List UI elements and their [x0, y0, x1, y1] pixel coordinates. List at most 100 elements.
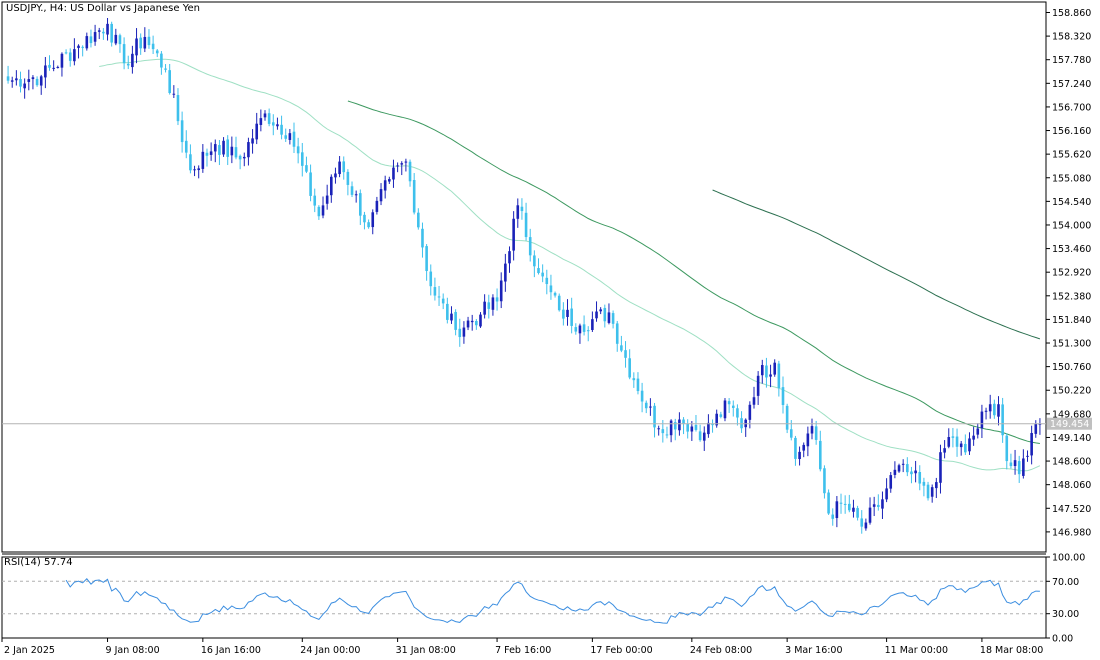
candle-body[interactable]	[781, 387, 785, 406]
candle-body[interactable]	[371, 212, 375, 228]
candle-body[interactable]	[748, 404, 752, 420]
candle-body[interactable]	[731, 405, 735, 408]
candle-body[interactable]	[433, 287, 437, 296]
candle-body[interactable]	[947, 437, 951, 447]
candle-body[interactable]	[939, 452, 942, 483]
candle-body[interactable]	[68, 52, 72, 61]
candle-body[interactable]	[591, 319, 594, 330]
candle-body[interactable]	[1038, 423, 1042, 425]
candle-body[interactable]	[15, 78, 18, 81]
candle-body[interactable]	[885, 488, 888, 500]
candle-body[interactable]	[458, 328, 462, 338]
candle-body[interactable]	[276, 124, 279, 127]
candle-body[interactable]	[466, 320, 470, 328]
candle-body[interactable]	[553, 292, 557, 296]
candle-body[interactable]	[901, 463, 905, 465]
candle-body[interactable]	[943, 448, 946, 453]
candle-body[interactable]	[541, 272, 544, 277]
candle-body[interactable]	[512, 218, 515, 251]
candle-body[interactable]	[44, 65, 47, 78]
candle-body[interactable]	[346, 171, 350, 185]
candle-body[interactable]	[39, 76, 43, 86]
candle-body[interactable]	[429, 271, 433, 287]
candle-body[interactable]	[10, 80, 14, 82]
candle-body[interactable]	[760, 365, 764, 376]
candle-body[interactable]	[184, 140, 188, 153]
candle-body[interactable]	[582, 324, 586, 332]
candle-body[interactable]	[872, 504, 876, 507]
candle-body[interactable]	[242, 156, 246, 159]
candle-body[interactable]	[131, 53, 134, 68]
candle-body[interactable]	[85, 36, 89, 49]
candle-body[interactable]	[164, 68, 167, 70]
candle-body[interactable]	[205, 152, 209, 156]
candle-body[interactable]	[644, 402, 648, 409]
candle-body[interactable]	[914, 470, 917, 474]
candle-body[interactable]	[835, 501, 839, 519]
candle-body[interactable]	[180, 120, 184, 143]
candle-body[interactable]	[354, 194, 358, 196]
candle-body[interactable]	[852, 507, 855, 512]
candle-body[interactable]	[1026, 455, 1029, 457]
candle-body[interactable]	[574, 327, 578, 332]
candle-body[interactable]	[197, 168, 200, 171]
candle-body[interactable]	[267, 113, 271, 124]
candle-body[interactable]	[126, 63, 130, 66]
candle-body[interactable]	[19, 79, 22, 87]
candle-body[interactable]	[918, 472, 922, 484]
candle-body[interactable]	[396, 165, 399, 167]
candle-body[interactable]	[516, 205, 520, 219]
candle-body[interactable]	[31, 77, 35, 80]
candle-body[interactable]	[566, 309, 569, 317]
candle-body[interactable]	[226, 139, 230, 157]
candle-body[interactable]	[810, 426, 814, 434]
candle-body[interactable]	[271, 122, 275, 126]
candle-body[interactable]	[342, 161, 346, 173]
candle-body[interactable]	[77, 45, 80, 48]
candle-body[interactable]	[528, 237, 532, 256]
candle-body[interactable]	[806, 433, 810, 447]
candle-body[interactable]	[636, 378, 640, 392]
candle-body[interactable]	[802, 444, 806, 451]
candle-body[interactable]	[446, 303, 449, 320]
candle-body[interactable]	[255, 123, 259, 140]
candle-body[interactable]	[1034, 423, 1038, 434]
candle-body[interactable]	[160, 53, 163, 68]
candle-body[interactable]	[48, 64, 51, 68]
candle-body[interactable]	[926, 484, 930, 499]
candle-body[interactable]	[765, 365, 768, 378]
candle-body[interactable]	[437, 296, 441, 298]
candle-body[interactable]	[317, 206, 321, 217]
candle-body[interactable]	[392, 167, 395, 180]
candle-body[interactable]	[533, 255, 536, 267]
candle-body[interactable]	[470, 320, 474, 323]
candle-body[interactable]	[723, 400, 727, 419]
candle-body[interactable]	[611, 313, 615, 324]
candle-body[interactable]	[1009, 462, 1013, 467]
candlesticks[interactable]	[6, 17, 1042, 534]
candle-body[interactable]	[338, 161, 341, 175]
candle-body[interactable]	[607, 312, 611, 323]
candle-body[interactable]	[827, 492, 830, 514]
candle-body[interactable]	[586, 330, 590, 332]
candle-body[interactable]	[6, 76, 10, 81]
candle-body[interactable]	[408, 161, 412, 182]
candle-body[interactable]	[300, 152, 304, 166]
candle-body[interactable]	[877, 504, 880, 507]
candle-body[interactable]	[462, 327, 466, 337]
candle-body[interactable]	[309, 172, 312, 196]
candle-body[interactable]	[454, 311, 457, 330]
candle-body[interactable]	[843, 503, 847, 505]
candle-body[interactable]	[218, 145, 221, 155]
candle-body[interactable]	[334, 173, 337, 178]
candle-body[interactable]	[968, 438, 971, 452]
candle-body[interactable]	[81, 46, 84, 48]
candle-body[interactable]	[151, 43, 155, 50]
rsi-line[interactable]	[65, 578, 1040, 624]
candle-body[interactable]	[400, 163, 404, 165]
candle-body[interactable]	[669, 420, 673, 436]
candle-body[interactable]	[305, 165, 308, 172]
candle-body[interactable]	[222, 140, 225, 155]
candle-body[interactable]	[557, 295, 561, 311]
candle-body[interactable]	[524, 212, 528, 238]
